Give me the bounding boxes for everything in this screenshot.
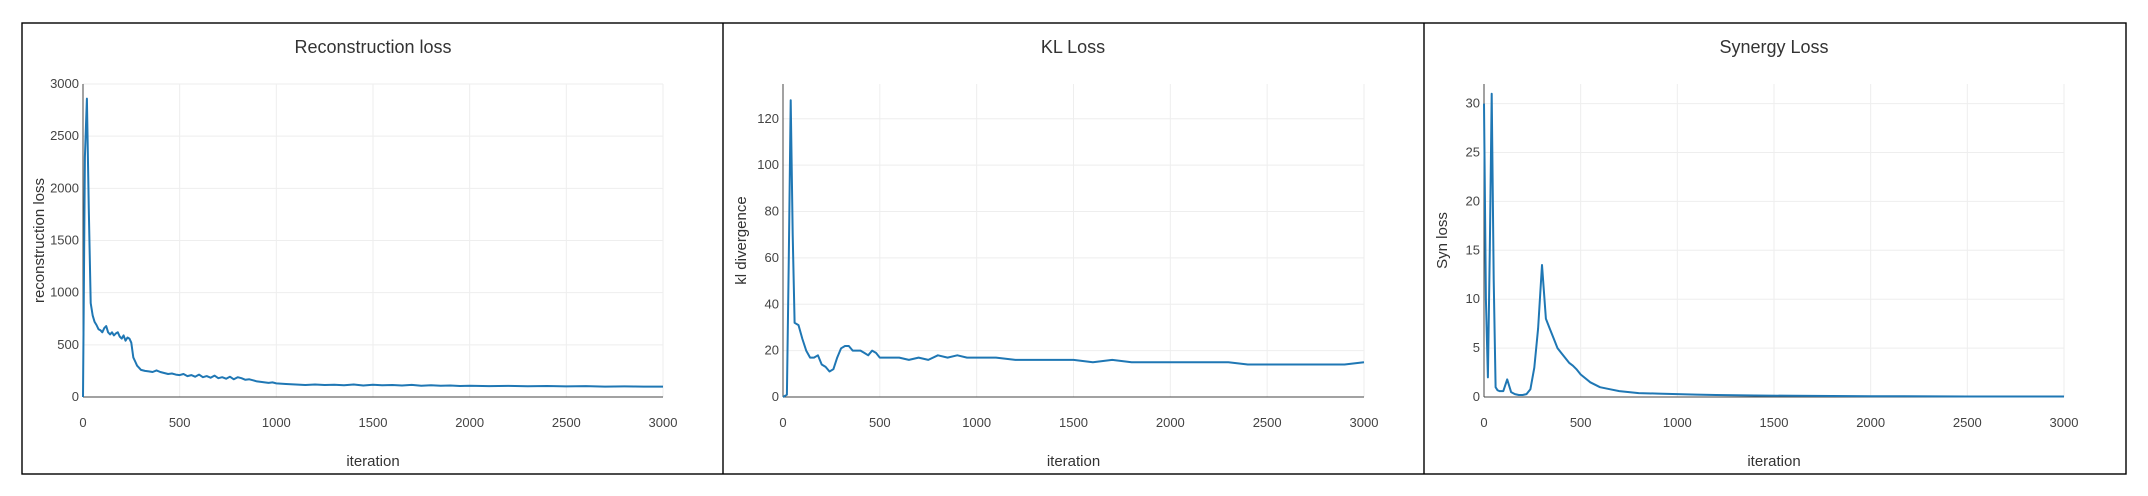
x-tick-label: 1000 [262, 415, 291, 430]
x-tick-label: 1000 [962, 415, 991, 430]
x-tick-label: 2000 [455, 415, 484, 430]
series-line-1 [782, 99, 1365, 398]
x-tick-label: 2500 [552, 415, 581, 430]
y-axis-label: reconstruction loss [31, 178, 48, 303]
x-tick-label: 1500 [359, 415, 388, 430]
x-axis-label: iteration [1047, 453, 1100, 470]
y-tick-label: 2500 [50, 128, 79, 143]
x-tick-label: 3000 [1350, 415, 1379, 430]
x-tick-label: 0 [779, 415, 786, 430]
series-line-1 [82, 97, 663, 398]
y-tick-label: 20 [1466, 193, 1480, 208]
x-tick-label: 2000 [1156, 415, 1185, 430]
y-tick-label: 5 [1473, 340, 1480, 355]
y-tick-label: 40 [765, 296, 779, 311]
y-tick-label: 30 [1466, 96, 1480, 111]
y-tick-label: 60 [765, 250, 779, 265]
y-tick-label: 1500 [50, 233, 79, 248]
y-tick-label: 500 [57, 337, 79, 352]
y-tick-label: 0 [72, 389, 79, 404]
chart-title: KL Loss [1041, 37, 1105, 57]
x-tick-label: 500 [169, 415, 191, 430]
y-tick-label: 20 [765, 343, 779, 358]
chart-title: Reconstruction loss [294, 37, 451, 57]
x-tick-label: 0 [1480, 415, 1487, 430]
y-tick-label: 3000 [50, 76, 79, 91]
x-tick-label: 3000 [649, 415, 678, 430]
chart-panel-3: 0 500 1000 1500 2000 2500 3000 0 5 10 15 20 25 30 Syne… [1434, 37, 2078, 470]
x-tick-label: 2500 [1253, 415, 1282, 430]
chart-panel-2: 0 500 1000 1500 2000 2500 3000 0 20 40 60 80 100 120 K… [733, 37, 1378, 470]
chart-panel-1: 0 500 1000 1500 2000 2500 3000 0 500 1000 1500 2000… [31, 37, 677, 470]
y-tick-label: 15 [1466, 242, 1480, 257]
x-tick-label: 2500 [1953, 415, 1982, 430]
y-tick-label: 25 [1466, 144, 1480, 159]
x-tick-label: 3000 [2050, 415, 2079, 430]
y-tick-label: 10 [1466, 291, 1480, 306]
y-tick-label: 0 [772, 389, 779, 404]
y-tick-label: 1000 [50, 285, 79, 300]
x-axis-label: iteration [346, 453, 399, 470]
y-tick-label: 2000 [50, 180, 79, 195]
figure-border [21, 22, 2127, 475]
chart-title: Synergy Loss [1719, 37, 1828, 57]
series-line-1 [1483, 92, 2064, 398]
y-tick-label: 100 [757, 157, 779, 172]
x-tick-label: 2000 [1856, 415, 1885, 430]
y-tick-label: 0 [1473, 389, 1480, 404]
y-axis-label: kl divergence [733, 196, 750, 284]
x-tick-label: 0 [79, 415, 86, 430]
x-tick-label: 1500 [1059, 415, 1088, 430]
y-tick-label: 80 [765, 204, 779, 219]
x-tick-label: 1000 [1663, 415, 1692, 430]
x-axis-label: iteration [1747, 453, 1800, 470]
y-axis-label: Syn loss [1434, 212, 1451, 269]
y-tick-label: 120 [757, 111, 779, 126]
x-tick-label: 500 [1570, 415, 1592, 430]
x-tick-label: 1500 [1760, 415, 1789, 430]
x-tick-label: 500 [869, 415, 891, 430]
